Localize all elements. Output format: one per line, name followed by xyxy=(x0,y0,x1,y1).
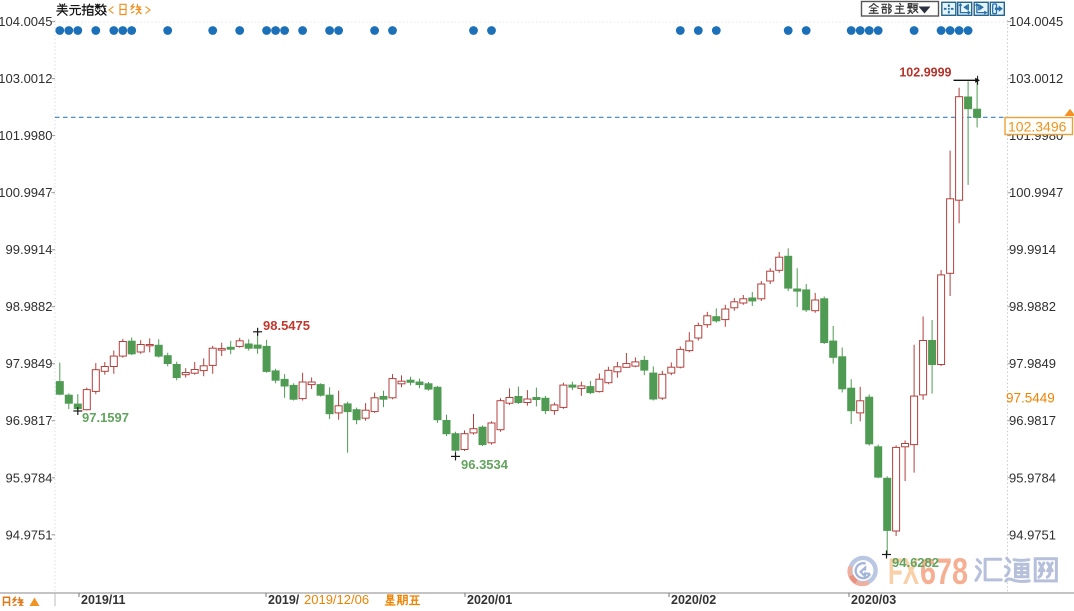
svg-text:94.6282: 94.6282 xyxy=(892,555,939,570)
svg-text:95.9784: 95.9784 xyxy=(1009,470,1056,485)
svg-text:2019/1: 2019/1 xyxy=(268,593,306,606)
svg-text:FX: FX xyxy=(888,551,919,592)
svg-text:100.9947: 100.9947 xyxy=(1009,185,1063,200)
svg-text:98.5475: 98.5475 xyxy=(263,318,310,333)
svg-text:94.9751: 94.9751 xyxy=(6,527,53,542)
svg-text:678: 678 xyxy=(920,551,968,592)
svg-text:102.9999: 102.9999 xyxy=(899,65,951,79)
svg-text:97.9849: 97.9849 xyxy=(1009,356,1056,371)
svg-text:103.0012: 103.0012 xyxy=(1009,71,1063,86)
svg-text:99.9914: 99.9914 xyxy=(1009,242,1056,257)
svg-text:95.9784: 95.9784 xyxy=(6,470,53,485)
svg-text:94.9751: 94.9751 xyxy=(1009,527,1056,542)
svg-text:101.9980: 101.9980 xyxy=(0,128,53,143)
svg-text:100.9947: 100.9947 xyxy=(0,185,53,200)
svg-text:97.5449: 97.5449 xyxy=(1006,390,1055,405)
svg-text:102.3496: 102.3496 xyxy=(1008,119,1067,135)
svg-text:96.3534: 96.3534 xyxy=(461,457,509,472)
svg-text:104.0045: 104.0045 xyxy=(1009,14,1063,29)
svg-text:104.0045: 104.0045 xyxy=(0,14,53,29)
svg-text:97.9849: 97.9849 xyxy=(6,356,53,371)
svg-text:103.0012: 103.0012 xyxy=(0,71,53,86)
svg-text:98.9882: 98.9882 xyxy=(6,299,53,314)
svg-text:96.9817: 96.9817 xyxy=(1009,413,1056,428)
svg-text:99.9914: 99.9914 xyxy=(6,242,53,257)
svg-text:2019/11: 2019/11 xyxy=(81,593,126,606)
svg-text:98.9882: 98.9882 xyxy=(1009,299,1056,314)
svg-text:2020/03: 2020/03 xyxy=(851,593,896,606)
svg-text:2019/12/06: 2019/12/06 xyxy=(304,592,369,606)
svg-text:2020/02: 2020/02 xyxy=(671,593,716,606)
svg-text:97.1597: 97.1597 xyxy=(82,410,129,425)
svg-text:96.9817: 96.9817 xyxy=(6,413,53,428)
svg-text:2020/01: 2020/01 xyxy=(467,593,512,606)
